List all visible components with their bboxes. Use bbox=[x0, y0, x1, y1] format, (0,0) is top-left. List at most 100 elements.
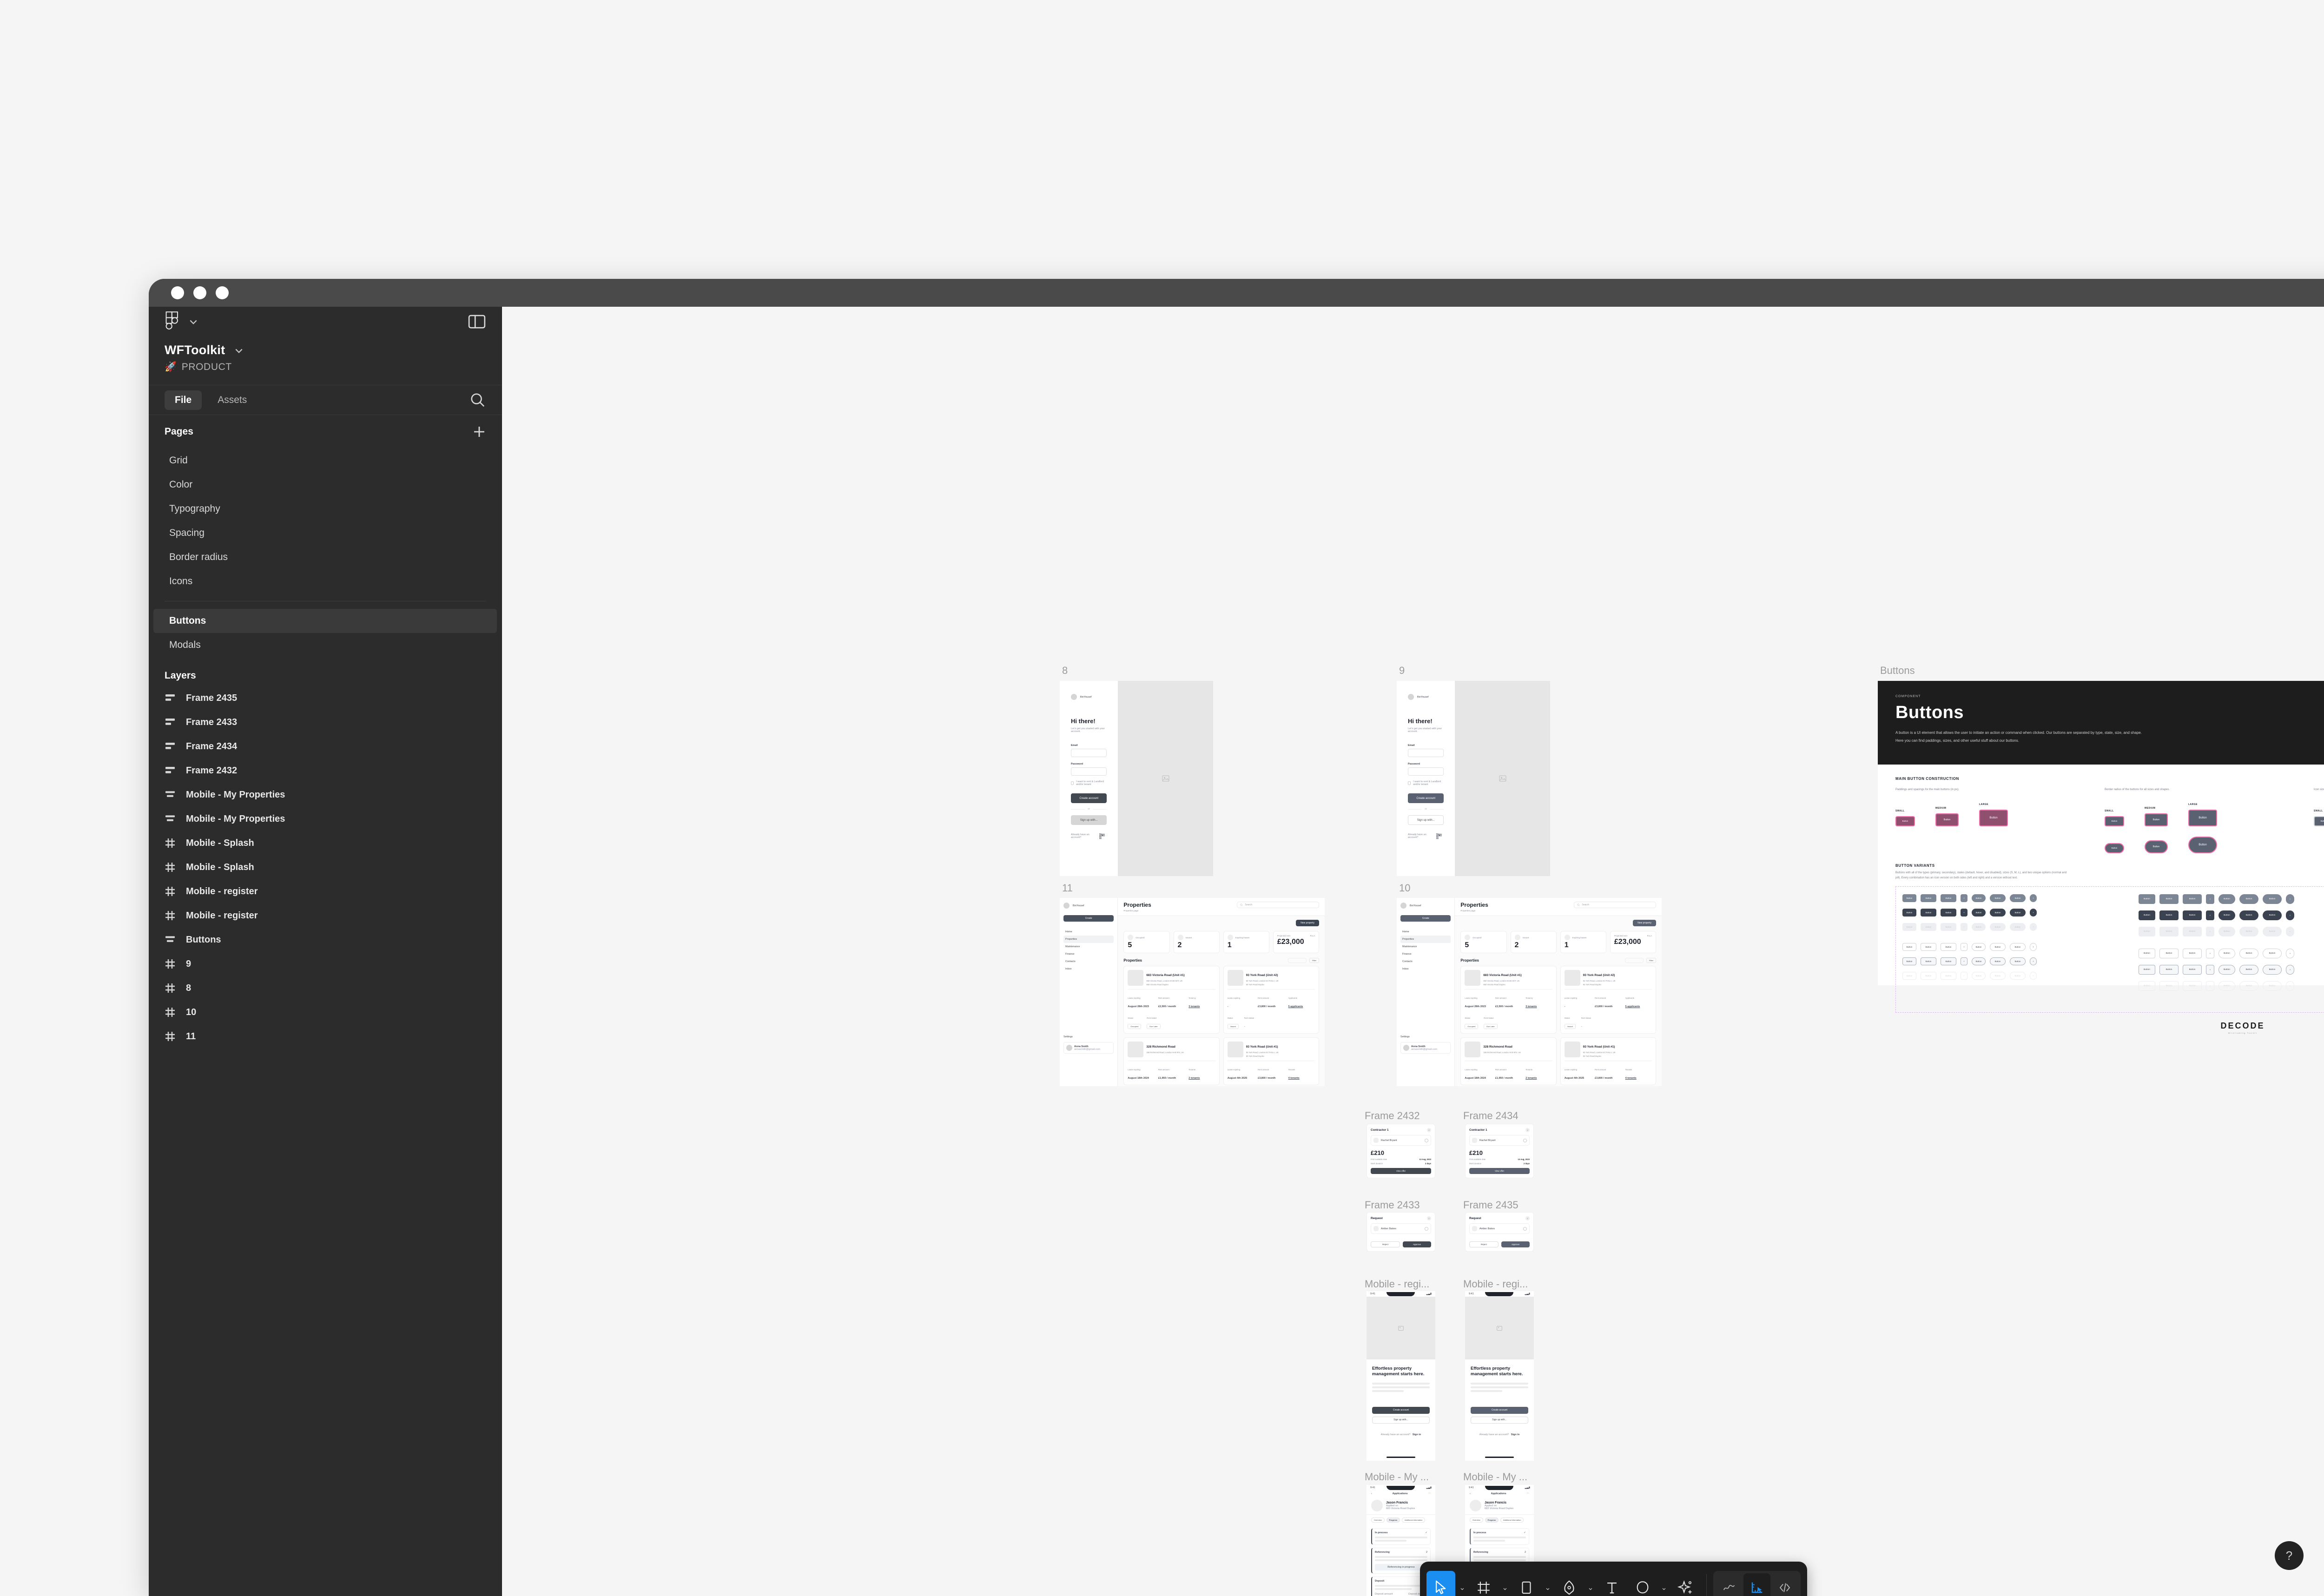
nav-item-maintenance[interactable]: Maintenance bbox=[1402, 945, 1417, 948]
pill-button-medium[interactable]: Button bbox=[2145, 840, 2168, 853]
layer-row[interactable]: Frame 2435 bbox=[149, 686, 502, 710]
variant-outline-pill-button[interactable]: Button bbox=[2239, 949, 2258, 959]
artboard-properties-10[interactable]: BinYousef Create Home Properties Mainten… bbox=[1397, 898, 1662, 1086]
tab-progress[interactable]: Progress bbox=[1485, 1517, 1499, 1523]
dev-measure-icon[interactable] bbox=[1743, 1573, 1770, 1596]
email-field[interactable] bbox=[1408, 749, 1444, 757]
artboard-mobile-my-properties-1[interactable]: 9:41 ▂▃▮ ‹ Applications ⋯ Jason Francis A… bbox=[1367, 1485, 1435, 1596]
variant-icon-button[interactable]: + bbox=[2206, 894, 2214, 904]
variant-button[interactable]: Button bbox=[2139, 894, 2155, 904]
email-field[interactable] bbox=[1071, 749, 1107, 757]
page-item-buttons[interactable]: Buttons bbox=[153, 609, 497, 633]
user-card[interactable]: Anna Smith annasmith@gmail.com bbox=[1063, 1042, 1114, 1054]
create-button[interactable]: Create bbox=[1063, 915, 1114, 922]
frame-label[interactable]: 8 bbox=[1062, 665, 1068, 676]
tab-progress[interactable]: Progress bbox=[1386, 1517, 1400, 1523]
password-field[interactable] bbox=[1408, 767, 1444, 776]
variant-outline-icon-button[interactable]: + bbox=[1961, 943, 1967, 951]
chat-icon[interactable] bbox=[1523, 1138, 1527, 1142]
filter-button[interactable]: Filter bbox=[1309, 958, 1319, 963]
tenancy-value[interactable]: 4 tenants bbox=[1625, 1077, 1637, 1080]
more-icon[interactable]: ⋯ bbox=[1526, 1492, 1529, 1495]
page-item-modals[interactable]: Modals bbox=[169, 640, 201, 650]
file-name[interactable]: WFToolkit bbox=[165, 343, 225, 357]
search-input[interactable]: Search bbox=[1237, 902, 1319, 908]
variant-button[interactable]: Button bbox=[2159, 894, 2179, 904]
spec-button-large[interactable]: Button bbox=[1979, 809, 2008, 826]
variant-outline-button[interactable]: Button bbox=[2139, 965, 2155, 975]
variant-outline-button[interactable]: Button bbox=[2183, 949, 2202, 959]
radius-button-large[interactable]: Button bbox=[2188, 809, 2217, 826]
page-item-color[interactable]: Color bbox=[169, 479, 193, 490]
variant-outline-pill-button[interactable]: Button bbox=[2263, 949, 2282, 959]
variant-outline-button[interactable]: Button bbox=[2159, 949, 2179, 959]
nav-item-finance[interactable]: Finance bbox=[1402, 953, 1412, 956]
variant-outline-pill-button[interactable]: Button bbox=[2263, 965, 2282, 975]
tenancy-value[interactable]: 2 tenants bbox=[1525, 1077, 1537, 1080]
back-icon[interactable]: ‹ bbox=[1371, 1492, 1372, 1495]
nav-item-properties[interactable]: Properties bbox=[1400, 936, 1451, 943]
frame-label[interactable]: Mobile - My ... bbox=[1365, 1471, 1429, 1483]
search-icon[interactable] bbox=[470, 392, 486, 408]
nav-item-home[interactable]: Home bbox=[1402, 930, 1409, 933]
tab-overview[interactable]: Overview bbox=[1371, 1517, 1385, 1523]
variant-outline-pill-icon-button[interactable]: + bbox=[2030, 943, 2037, 951]
shape-tool[interactable] bbox=[1512, 1571, 1541, 1596]
property-card[interactable]: 683 Victoria Road (Unit #1) 683 Victoria… bbox=[1123, 966, 1220, 1034]
tenancy-value[interactable]: 3 tenants bbox=[1188, 1005, 1200, 1008]
create-account-button[interactable]: Create account bbox=[1471, 1406, 1528, 1414]
more-icon[interactable]: ⋯ bbox=[1428, 1492, 1431, 1495]
property-card[interactable]: 93 York Road (Unit #2) 93 York Road, Lon… bbox=[1560, 966, 1657, 1034]
layer-row[interactable]: 8 bbox=[149, 976, 502, 1000]
view-offer-button[interactable]: View offer bbox=[1371, 1168, 1431, 1174]
chat-icon[interactable] bbox=[1523, 1227, 1527, 1231]
pill-button-small[interactable]: Button bbox=[2105, 843, 2124, 853]
chat-icon[interactable] bbox=[1425, 1227, 1428, 1231]
icon-button-small[interactable]: Button bbox=[2314, 816, 2324, 826]
figma-menu-button[interactable] bbox=[165, 311, 198, 332]
variant-button[interactable]: Button bbox=[1941, 894, 1956, 903]
variant-pill-icon-button[interactable]: + bbox=[2030, 894, 2037, 903]
chat-icon[interactable] bbox=[1425, 1138, 1428, 1142]
help-button[interactable]: ? bbox=[2275, 1541, 2304, 1570]
tab-file[interactable]: File bbox=[165, 390, 202, 410]
tab-overview[interactable]: Overview bbox=[1470, 1517, 1483, 1523]
add-page-icon[interactable] bbox=[473, 425, 486, 438]
variant-outline-pill-button[interactable]: Button bbox=[2218, 949, 2235, 959]
signin-link[interactable]: Sign in bbox=[1436, 833, 1442, 839]
variant-pill-button[interactable]: Button bbox=[2263, 910, 2282, 921]
artboard-properties-11[interactable]: BinYousef Create Home Properties Mainten… bbox=[1060, 898, 1325, 1086]
variant-outline-pill-button[interactable]: Button bbox=[2010, 957, 2026, 966]
frame-tool[interactable] bbox=[1469, 1571, 1498, 1596]
radius-button-medium[interactable]: Button bbox=[2145, 813, 2168, 826]
tenancy-value[interactable]: 5 applicants bbox=[1288, 1005, 1303, 1008]
variant-outline-pill-button[interactable]: Button bbox=[2239, 965, 2258, 975]
pen-tool-chevron-icon[interactable]: ⌄ bbox=[1587, 1584, 1594, 1592]
variant-pill-button[interactable]: Button bbox=[2010, 909, 2026, 917]
variant-pill-button[interactable]: Button bbox=[2239, 910, 2258, 921]
layer-row[interactable]: Frame 2433 bbox=[149, 710, 502, 734]
artboard-register-9[interactable]: BinYousef Hi there! Let's get you starte… bbox=[1397, 681, 1550, 876]
variant-button[interactable]: Button bbox=[1902, 909, 1916, 917]
create-account-button[interactable]: Create account bbox=[1071, 793, 1107, 803]
frame-label[interactable]: Mobile - regi... bbox=[1365, 1278, 1430, 1290]
tenancy-value[interactable]: 4 tenants bbox=[1288, 1077, 1300, 1080]
variant-icon-button[interactable]: + bbox=[1961, 909, 1967, 917]
layer-row[interactable]: Mobile - Splash bbox=[149, 831, 502, 855]
filter-button[interactable]: Filter bbox=[1646, 958, 1656, 963]
layer-row[interactable]: Mobile - register bbox=[149, 904, 502, 928]
layer-row[interactable]: Frame 2434 bbox=[149, 734, 502, 758]
spec-button-small[interactable]: Button bbox=[1895, 816, 1915, 826]
variant-button[interactable]: Button bbox=[2183, 894, 2202, 904]
create-button[interactable]: Create bbox=[1400, 915, 1451, 922]
panel-toggle-icon[interactable] bbox=[468, 315, 486, 329]
property-card[interactable]: 93 York Road (Unit #1) 93 York Road, Lon… bbox=[1223, 1037, 1320, 1085]
user-card[interactable]: Anna Smith annasmith@gmail.com bbox=[1400, 1042, 1451, 1054]
tab-assets[interactable]: Assets bbox=[218, 394, 247, 405]
checkbox-row[interactable]: I want to rent & Landlord and/or tenant bbox=[1408, 780, 1444, 786]
layer-row[interactable]: 9 bbox=[149, 952, 502, 976]
variant-pill-icon-button[interactable]: + bbox=[2286, 894, 2294, 904]
nav-item-home[interactable]: Home bbox=[1065, 930, 1072, 933]
property-card[interactable]: 93 York Road (Unit #1) 93 York Road, Lon… bbox=[1560, 1037, 1657, 1085]
variant-pill-button[interactable]: Button bbox=[2239, 894, 2258, 904]
